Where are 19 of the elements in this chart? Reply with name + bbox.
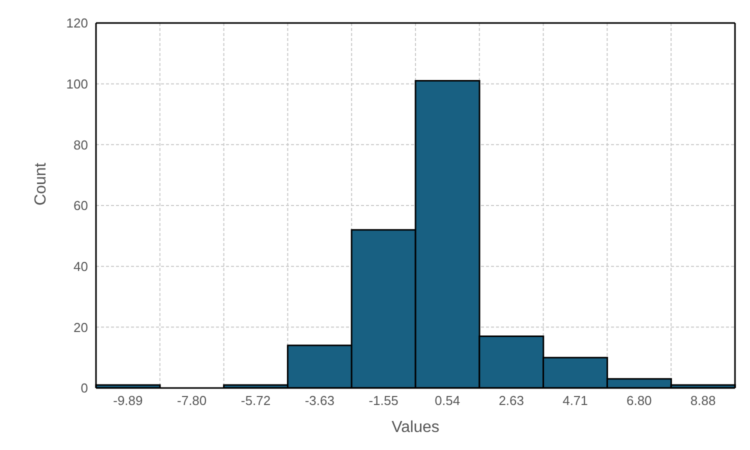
y-tick-label: 120 [66,16,88,31]
y-tick-label: 0 [80,380,88,396]
x-tick-label: -5.72 [240,393,271,408]
x-tick-label: -7.80 [177,393,207,408]
y-tick-label: 60 [74,198,88,214]
x-tick-label: 8.88 [690,393,716,408]
x-tick-label: 2.63 [498,393,524,408]
x-tick-label: 0.54 [434,393,460,408]
y-tick-label: 20 [74,320,88,335]
x-tick-label: 4.71 [562,393,588,408]
x-axis-title: Values [392,419,440,436]
y-tick-label: 40 [74,258,88,274]
y-axis-title: Count [32,162,50,206]
y-tick-label: 100 [66,76,88,92]
y-tick-label: 80 [74,137,88,152]
x-tick-label: 6.80 [626,393,652,408]
x-tick-label: -9.89 [113,393,143,408]
x-tick-label: -1.55 [368,393,398,408]
x-tick-label: -3.63 [304,393,334,408]
